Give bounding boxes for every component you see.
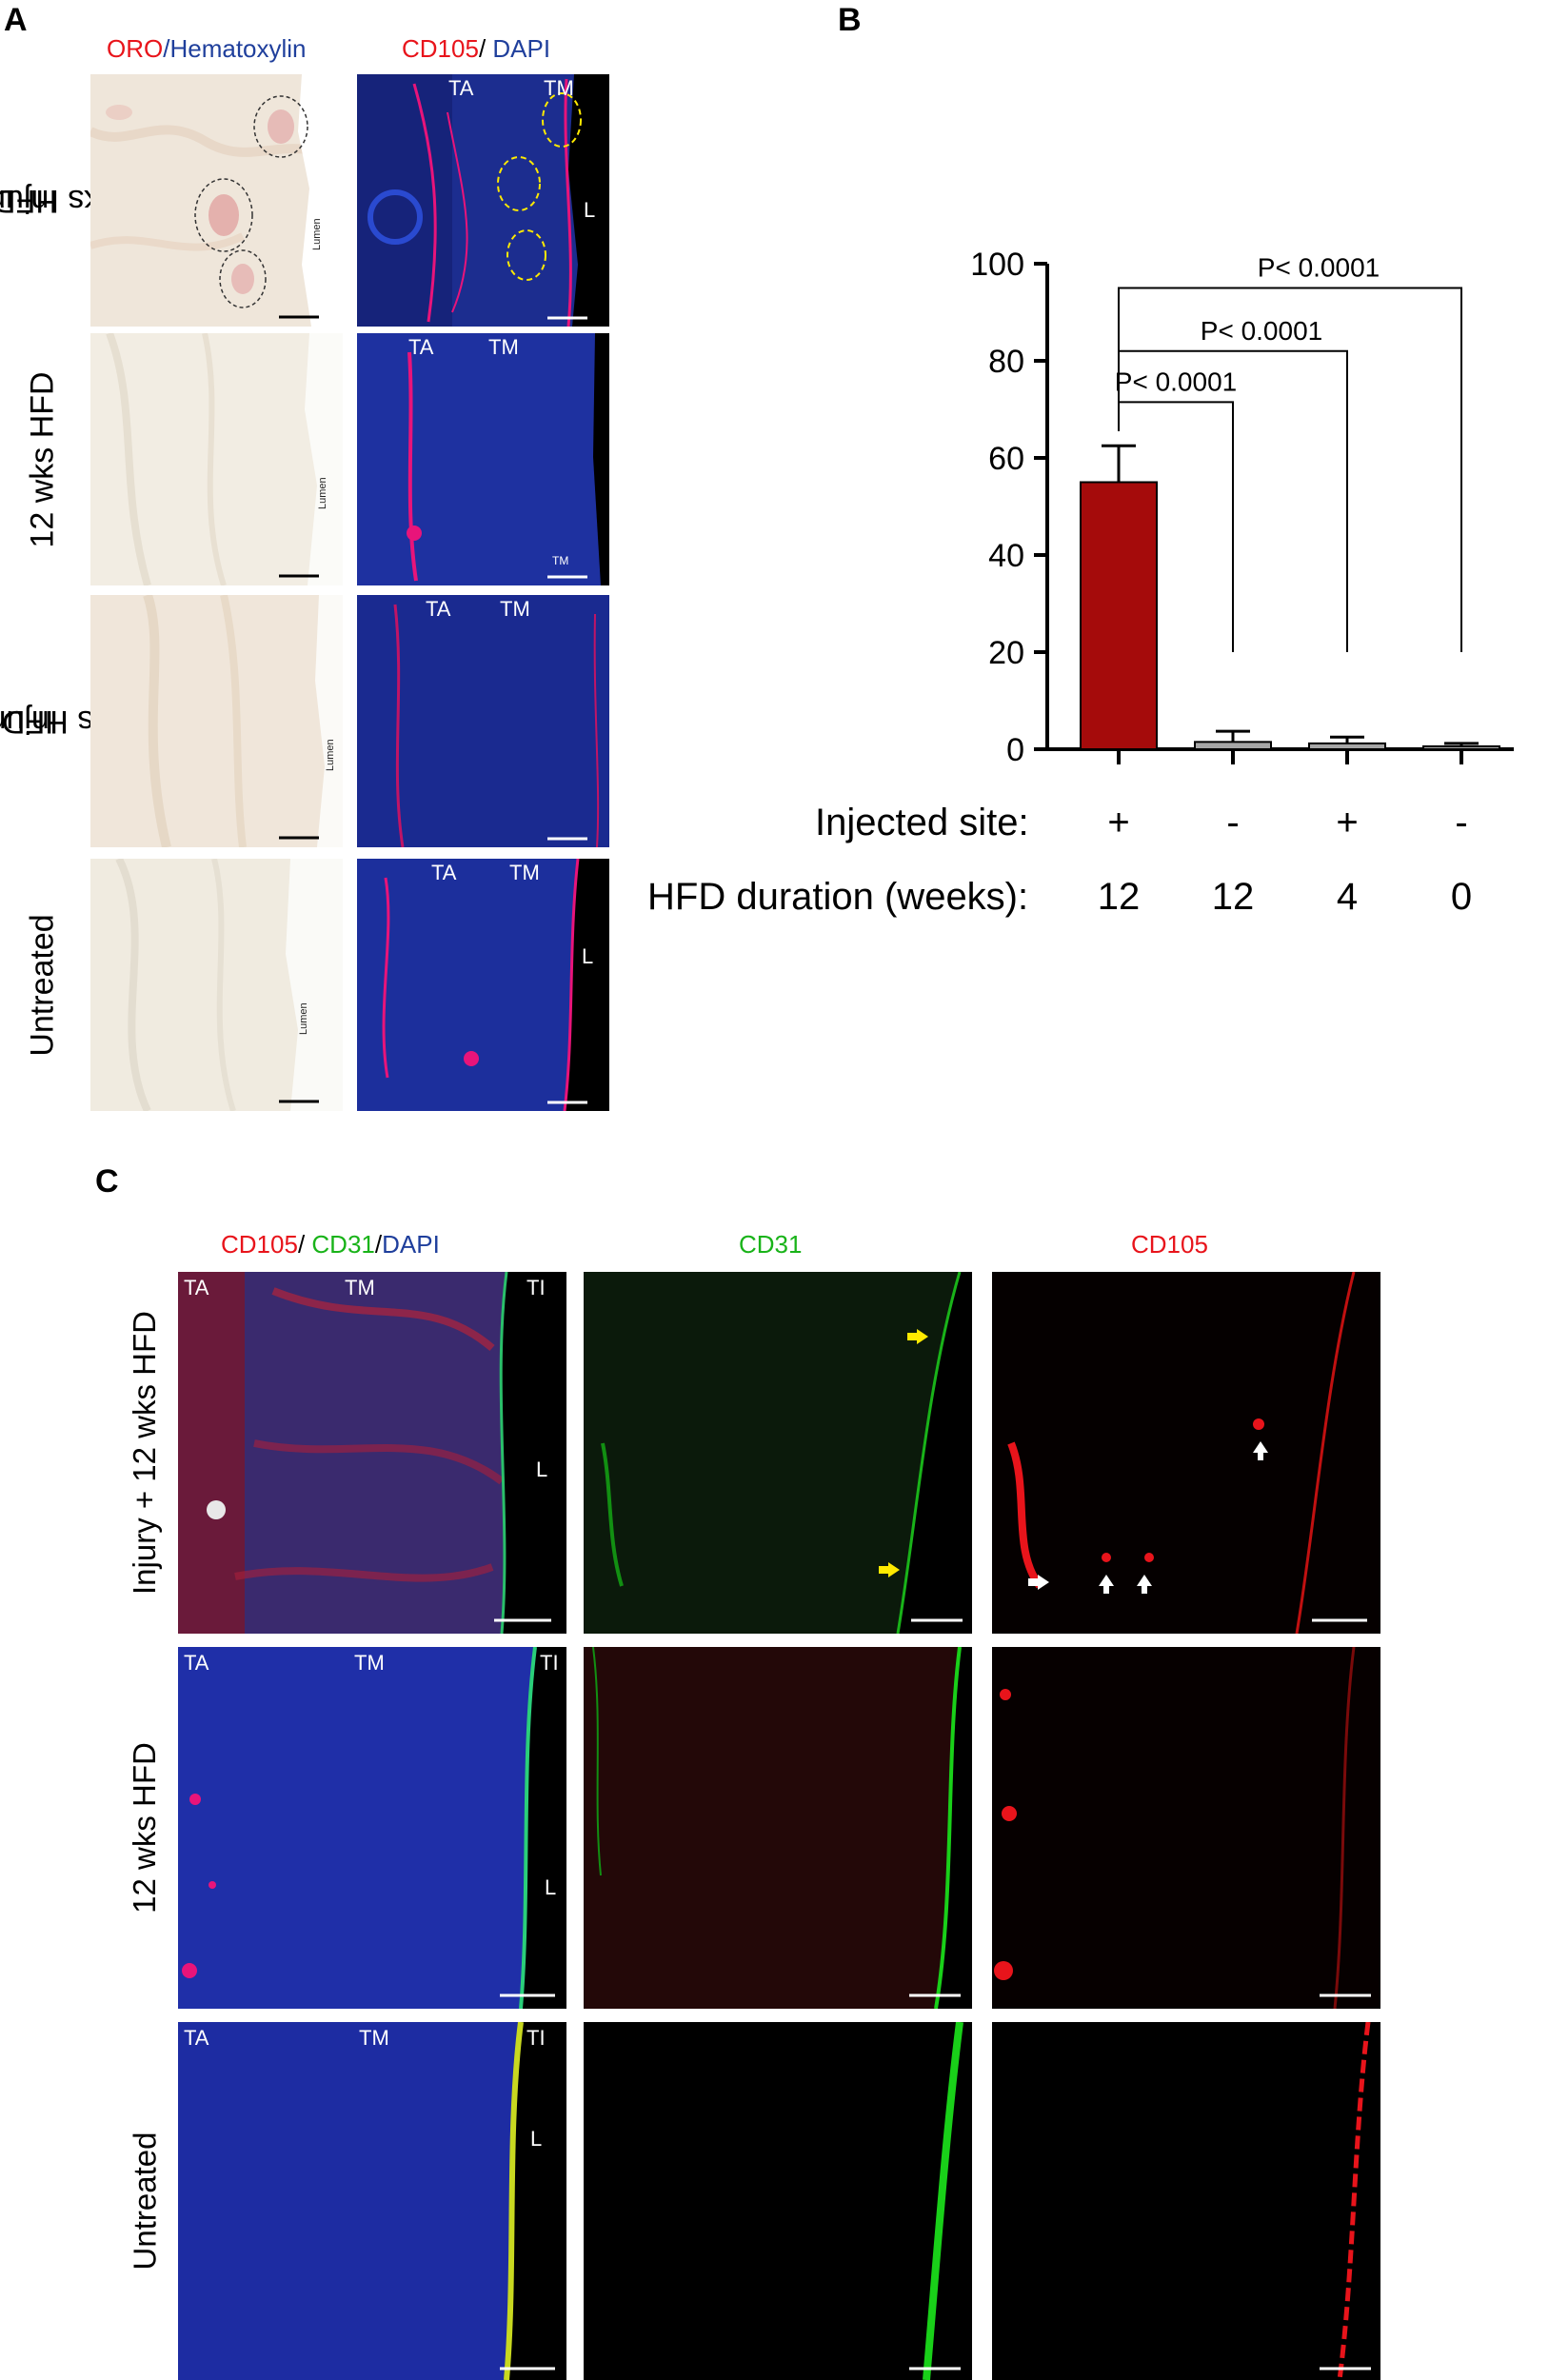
p-value-label: P< 0.0001 (1258, 253, 1380, 283)
y-tick-label: 40 (988, 538, 1024, 574)
cd105-label: CD105 (221, 1230, 298, 1259)
cd105-image-1 (992, 1272, 1380, 1634)
p-value-label: P< 0.0001 (1201, 316, 1322, 346)
x-row-label-hfd: HFD duration (weeks): (647, 876, 1029, 918)
oro-label: ORO (107, 34, 164, 63)
bar-chart: 0 20 40 60 80 100 P< 0.0001 P< 0.0001 P< 0.0001 (970, 247, 1514, 768)
cd31-label: CD31 (311, 1230, 375, 1259)
panel-a-row-label-1: Injury +12 wks HFD (0, 182, 169, 219)
x-row-value: 12 (1097, 876, 1141, 918)
cd105-dapi-image-2: TA TM TM (357, 333, 609, 585)
panel-c-row-label-1: Injury + 12 wks HFD (127, 1311, 162, 1595)
panel-c-cd105-header: CD105 (1131, 1230, 1208, 1259)
x-row-value: + (1107, 802, 1130, 843)
lumen-label: Lumen (298, 1002, 309, 1035)
panel-a-row-label-2: 12 wks HFD (25, 370, 62, 548)
significance-bracket (1118, 287, 1462, 652)
panel-a-col2-header: CD105/ DAPI (402, 34, 550, 64)
tm-label-small: TM (552, 554, 569, 567)
ta-label: TA (184, 2026, 209, 2050)
y-tick-label: 100 (970, 247, 1024, 283)
cd105-dapi-image-3: TA TM (357, 595, 609, 847)
panel-letter-b: B (838, 2, 862, 38)
bar (1194, 741, 1272, 750)
l-label: L (545, 1875, 557, 1899)
lumen-label: Lumen (317, 477, 328, 509)
ta-label: TA (426, 597, 451, 621)
bar (1422, 744, 1500, 751)
tm-label: TM (354, 1651, 385, 1675)
y-tick-label: 80 (988, 344, 1024, 380)
cd105-dapi-image-4: TA TM L (357, 859, 609, 1111)
ta-label: TA (431, 861, 457, 884)
panel-c-row-label-3: Untreated (127, 2132, 162, 2271)
panel-c-cd31-header: CD31 (739, 1230, 803, 1259)
cd31-image-2 (584, 1647, 972, 2009)
lumen-label: Lumen (325, 739, 336, 771)
tm-label: TM (509, 861, 540, 884)
merged-image-1: TA TM TI L (178, 1272, 566, 1634)
ta-label: TA (408, 335, 434, 359)
l-label: L (536, 1458, 548, 1481)
ti-label: TI (526, 1276, 546, 1299)
cd31-image-3 (584, 2022, 972, 2380)
merged-image-2: TA TM TI L (178, 1647, 566, 2009)
cd105-image-3 (992, 2022, 1380, 2380)
y-tick-label: 0 (1006, 732, 1024, 768)
panel-letter-a: A (4, 2, 28, 38)
ta-label: TA (184, 1651, 209, 1675)
oro-image-4: Lumen (90, 859, 343, 1111)
slash: / (297, 1230, 312, 1259)
x-row-value: 12 (1211, 876, 1255, 918)
x-row-value: + (1336, 802, 1359, 843)
panel-letter-c: C (95, 1163, 119, 1200)
ti-label: TI (526, 2026, 546, 2050)
slash: / (478, 34, 493, 63)
dapi-label: DAPI (492, 34, 551, 63)
l-label: L (530, 2127, 543, 2151)
y-tick-label: 60 (988, 441, 1024, 477)
tm-label: TM (544, 76, 574, 100)
cd105-label: CD105 (402, 34, 479, 63)
panel-c-merged-header: CD105/ CD31/DAPI (221, 1230, 440, 1259)
panel-a-col1-header: ORO/Hematoxylin (107, 34, 307, 64)
tm-label: TM (500, 597, 530, 621)
x-row-value: - (1226, 802, 1240, 843)
x-row-label-injected: Injected site: (815, 802, 1029, 843)
hematoxylin-label: Hematoxylin (169, 34, 307, 63)
ti-label: TI (540, 1651, 559, 1675)
l-label: L (584, 198, 596, 222)
panel-a-row-label-4: Untreated (25, 913, 62, 1057)
panel-a-row-label-3: Injury +4 wks HFD (0, 703, 161, 740)
x-row-value: - (1455, 802, 1468, 843)
p-value-label: P< 0.0001 (1115, 367, 1237, 396)
ta-label: TA (448, 76, 474, 100)
oro-image-3: Lumen (90, 595, 343, 847)
oro-image-1: Lumen (90, 74, 343, 327)
merged-image-3: TA TM TI L (178, 2022, 566, 2380)
l-label: L (582, 944, 594, 968)
cd31-image-1 (584, 1272, 972, 1634)
bar (1080, 481, 1158, 750)
tm-label: TM (359, 2026, 389, 2050)
oro-image-2: Lumen (90, 333, 343, 585)
cd105-image-2 (992, 1647, 1380, 2009)
y-tick-label: 20 (988, 635, 1024, 671)
dapi-label: DAPI (382, 1230, 440, 1259)
x-row-value: 0 (1450, 876, 1473, 918)
tm-label: TM (345, 1276, 375, 1299)
slash: / (374, 1230, 383, 1259)
lumen-label: Lumen (311, 218, 323, 250)
tm-label: TM (488, 335, 519, 359)
panel-c-row-label-2: 12 wks HFD (127, 1742, 163, 1914)
cd105-dapi-image-1: TA TM L (357, 74, 609, 327)
bar (1308, 742, 1386, 751)
ta-label: TA (184, 1276, 209, 1299)
x-row-value: 4 (1336, 876, 1359, 918)
slash: / (163, 34, 170, 63)
